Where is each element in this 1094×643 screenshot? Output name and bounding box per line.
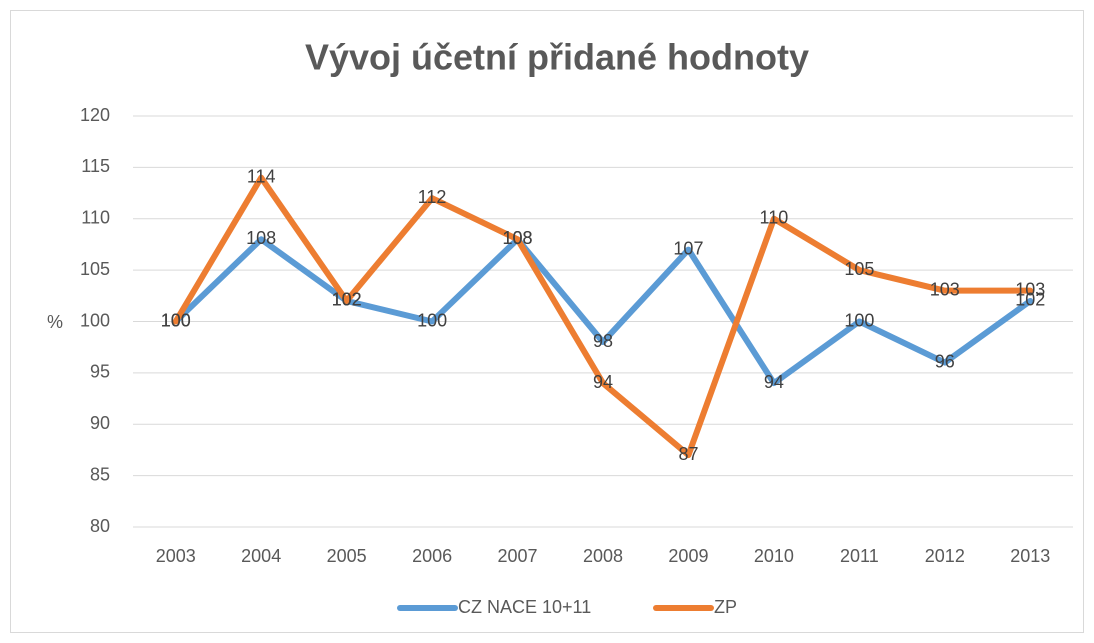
legend-label: ZP — [714, 597, 737, 617]
x-tick-label: 2012 — [925, 546, 965, 566]
data-label: 102 — [332, 290, 362, 310]
data-label: 114 — [247, 166, 276, 186]
data-label: 110 — [760, 208, 789, 228]
data-label: 108 — [246, 228, 276, 248]
y-tick-label: 80 — [90, 516, 110, 536]
x-tick-label: 2004 — [241, 546, 281, 566]
data-label: 107 — [673, 238, 703, 258]
y-tick-label: 110 — [81, 208, 110, 228]
data-label: 103 — [930, 279, 960, 299]
y-tick-label: 100 — [80, 310, 110, 330]
x-tick-label: 2005 — [327, 546, 367, 566]
series-line — [172, 174, 1034, 459]
x-tick-label: 2008 — [583, 546, 623, 566]
data-label: 100 — [417, 310, 447, 330]
x-tick-label: 2006 — [412, 546, 452, 566]
y-tick-label: 115 — [81, 156, 110, 176]
x-tick-label: 2011 — [840, 546, 879, 566]
data-label: 102 — [332, 290, 362, 310]
series-line — [172, 236, 1034, 387]
data-label: 94 — [593, 372, 613, 392]
legend-label: CZ NACE 10+11 — [458, 597, 591, 617]
data-label: 100 — [844, 310, 874, 330]
data-label: 87 — [678, 444, 698, 464]
y-tick-label: 90 — [90, 413, 110, 433]
data-label: 103 — [1015, 279, 1045, 299]
data-label: 98 — [593, 331, 613, 351]
data-label: 108 — [503, 228, 533, 248]
x-tick-label: 2003 — [156, 546, 196, 566]
y-tick-label: 120 — [80, 105, 110, 125]
data-label: 100 — [161, 310, 191, 330]
y-tick-label: 105 — [80, 259, 110, 279]
data-label: 112 — [418, 187, 447, 207]
y-tick-label: 95 — [90, 362, 110, 382]
x-tick-label: 2007 — [498, 546, 538, 566]
x-tick-label: 2009 — [668, 546, 708, 566]
x-tick-label: 2013 — [1010, 546, 1050, 566]
y-tick-label: 85 — [90, 464, 110, 484]
chart-title: Vývoj účetní přidané hodnoty — [305, 37, 809, 78]
data-label: 100 — [161, 310, 191, 330]
y-axis-label: % — [47, 312, 63, 332]
data-label: 108 — [503, 228, 533, 248]
data-label: 102 — [1015, 290, 1045, 310]
data-label: 96 — [935, 351, 955, 371]
x-tick-label: 2010 — [754, 546, 794, 566]
data-label: 105 — [844, 259, 874, 279]
data-label: 94 — [764, 372, 784, 392]
